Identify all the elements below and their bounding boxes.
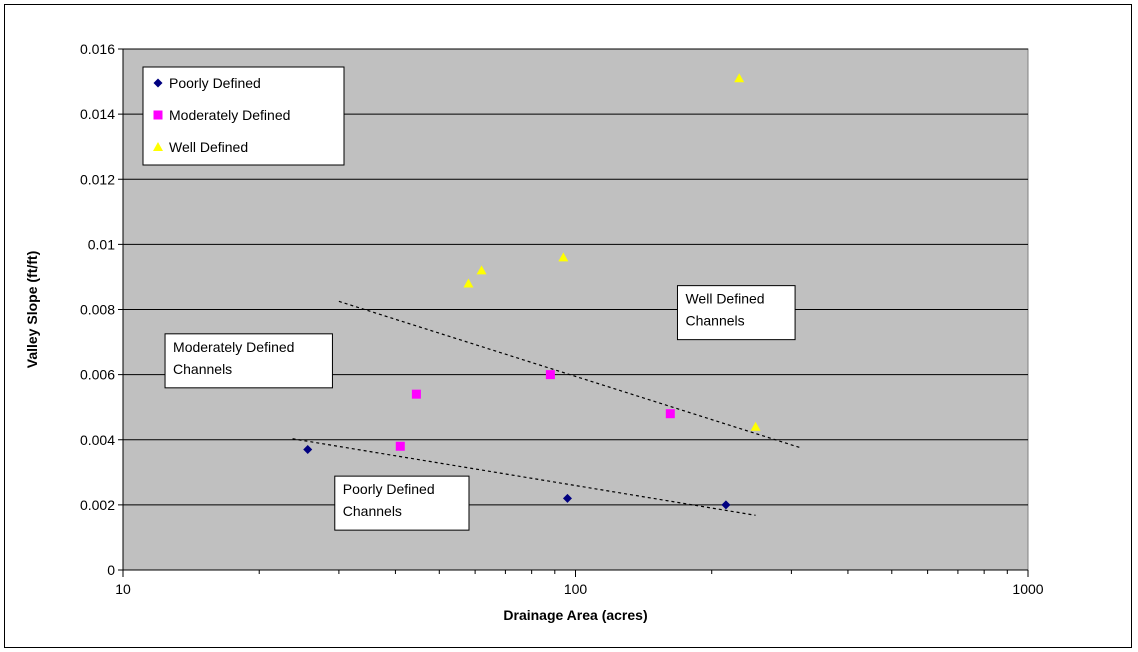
data-point bbox=[545, 370, 555, 380]
annotation-background bbox=[676, 285, 796, 341]
annotation-text: Moderately Defined bbox=[173, 339, 294, 355]
annotation-background bbox=[334, 475, 470, 531]
y-tick-label: 0 bbox=[107, 562, 115, 578]
x-tick-label: 100 bbox=[564, 581, 588, 597]
annotation-box: Well Defined Channels bbox=[676, 285, 796, 341]
y-tick-label: 0.002 bbox=[80, 497, 115, 513]
y-tick-label: 0.014 bbox=[80, 106, 115, 122]
annotation-box: Moderately Defined Channels bbox=[164, 333, 333, 389]
y-tick-label: 0.008 bbox=[80, 302, 115, 318]
x-axis-title: Drainage Area (acres) bbox=[503, 607, 647, 623]
annotation-text: Channels bbox=[343, 503, 402, 519]
y-tick-label: 0.01 bbox=[88, 236, 115, 252]
legend-marker bbox=[153, 142, 163, 151]
y-tick-label: 0.006 bbox=[80, 367, 115, 383]
annotation-box: Poorly Defined Channels bbox=[334, 475, 470, 531]
data-point bbox=[562, 493, 572, 503]
trendline bbox=[292, 438, 756, 516]
legend-marker bbox=[153, 78, 163, 88]
y-axis-title: Valley Slope (ft/ft) bbox=[24, 251, 40, 368]
data-point bbox=[750, 421, 761, 431]
data-point bbox=[721, 500, 731, 510]
y-tick-label: 0.012 bbox=[80, 171, 115, 187]
annotation-text: Channels bbox=[173, 361, 232, 377]
chart-frame: 0 0.002 0.004 0.006 0.008 0.01 0.012 0.014 0.016… bbox=[4, 4, 1132, 648]
legend-label: Poorly Defined bbox=[169, 75, 261, 91]
annotation-text: Channels bbox=[685, 313, 744, 329]
y-tick-label: 0.004 bbox=[80, 432, 115, 448]
legend: Poorly Defined Moderately Defined Well Def… bbox=[142, 66, 345, 166]
legend-box bbox=[142, 66, 345, 166]
legend-marker bbox=[153, 110, 163, 120]
x-tick-label: 10 bbox=[115, 581, 131, 597]
y-tick-label: 0.016 bbox=[80, 41, 115, 57]
data-point bbox=[395, 441, 405, 451]
scatter-chart: 0 0.002 0.004 0.006 0.008 0.01 0.012 0.014 0.016… bbox=[24, 41, 1044, 623]
data-point bbox=[665, 409, 675, 419]
x-tick-label: 1000 bbox=[1012, 581, 1043, 597]
data-point bbox=[558, 252, 569, 262]
annotation-background bbox=[164, 333, 333, 389]
data-point bbox=[411, 389, 421, 399]
legend-label: Well Defined bbox=[169, 139, 248, 155]
trendline bbox=[338, 300, 802, 449]
data-point bbox=[476, 265, 487, 275]
annotation-text: Well Defined bbox=[685, 291, 764, 307]
data-point bbox=[734, 73, 745, 83]
annotation-text: Poorly Defined bbox=[343, 481, 435, 497]
legend-label: Moderately Defined bbox=[169, 107, 290, 123]
data-point bbox=[303, 445, 313, 455]
data-point bbox=[463, 278, 474, 288]
